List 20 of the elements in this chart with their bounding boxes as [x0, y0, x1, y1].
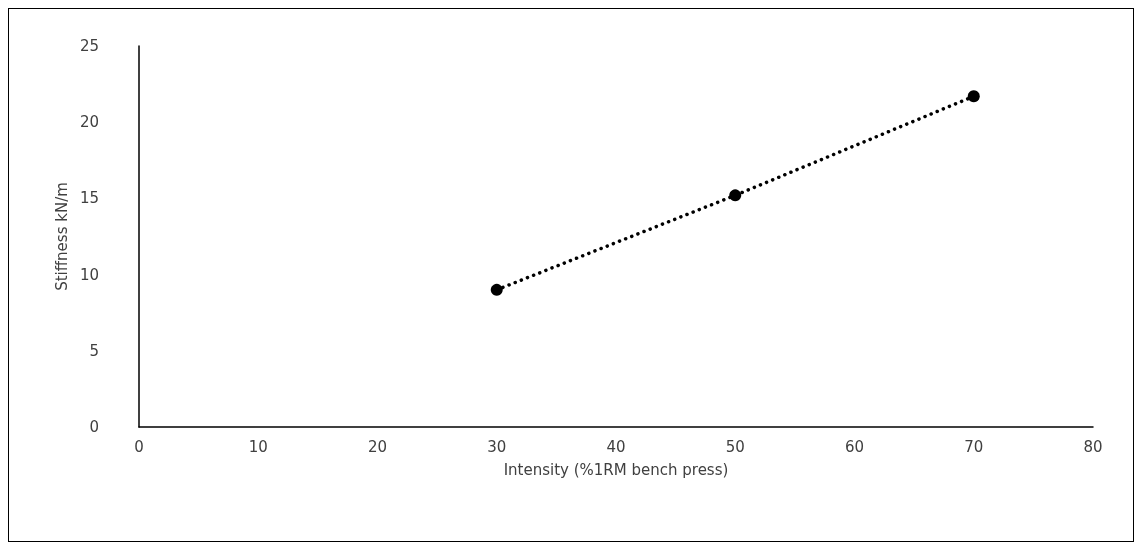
point [967, 90, 980, 103]
point [490, 283, 503, 296]
x-axis-title: Intensity (%1RM bench press) [503, 460, 729, 479]
x-tick-label: 0 [134, 437, 144, 456]
y-tick-label: 20 [79, 113, 99, 132]
point [729, 189, 742, 202]
x-tick-label: 80 [1083, 437, 1103, 456]
y-tick-label: 25 [79, 37, 99, 55]
x-tick-label: 40 [606, 437, 626, 456]
y-tick-label: 5 [89, 341, 99, 360]
x-tick-label: 20 [367, 437, 388, 456]
x-tick-label: 50 [725, 437, 745, 456]
x-tick-label: 10 [248, 437, 268, 456]
y-tick-label: 0 [89, 418, 99, 436]
y-tick-label: 10 [79, 265, 99, 284]
x-tick-label: 70 [964, 437, 984, 456]
x-tick-label: 60 [844, 437, 865, 456]
y-tick-label: 15 [79, 189, 99, 208]
y-axis-title: Stiffness kN/m [52, 182, 71, 291]
x-tick-label: 30 [487, 437, 507, 456]
